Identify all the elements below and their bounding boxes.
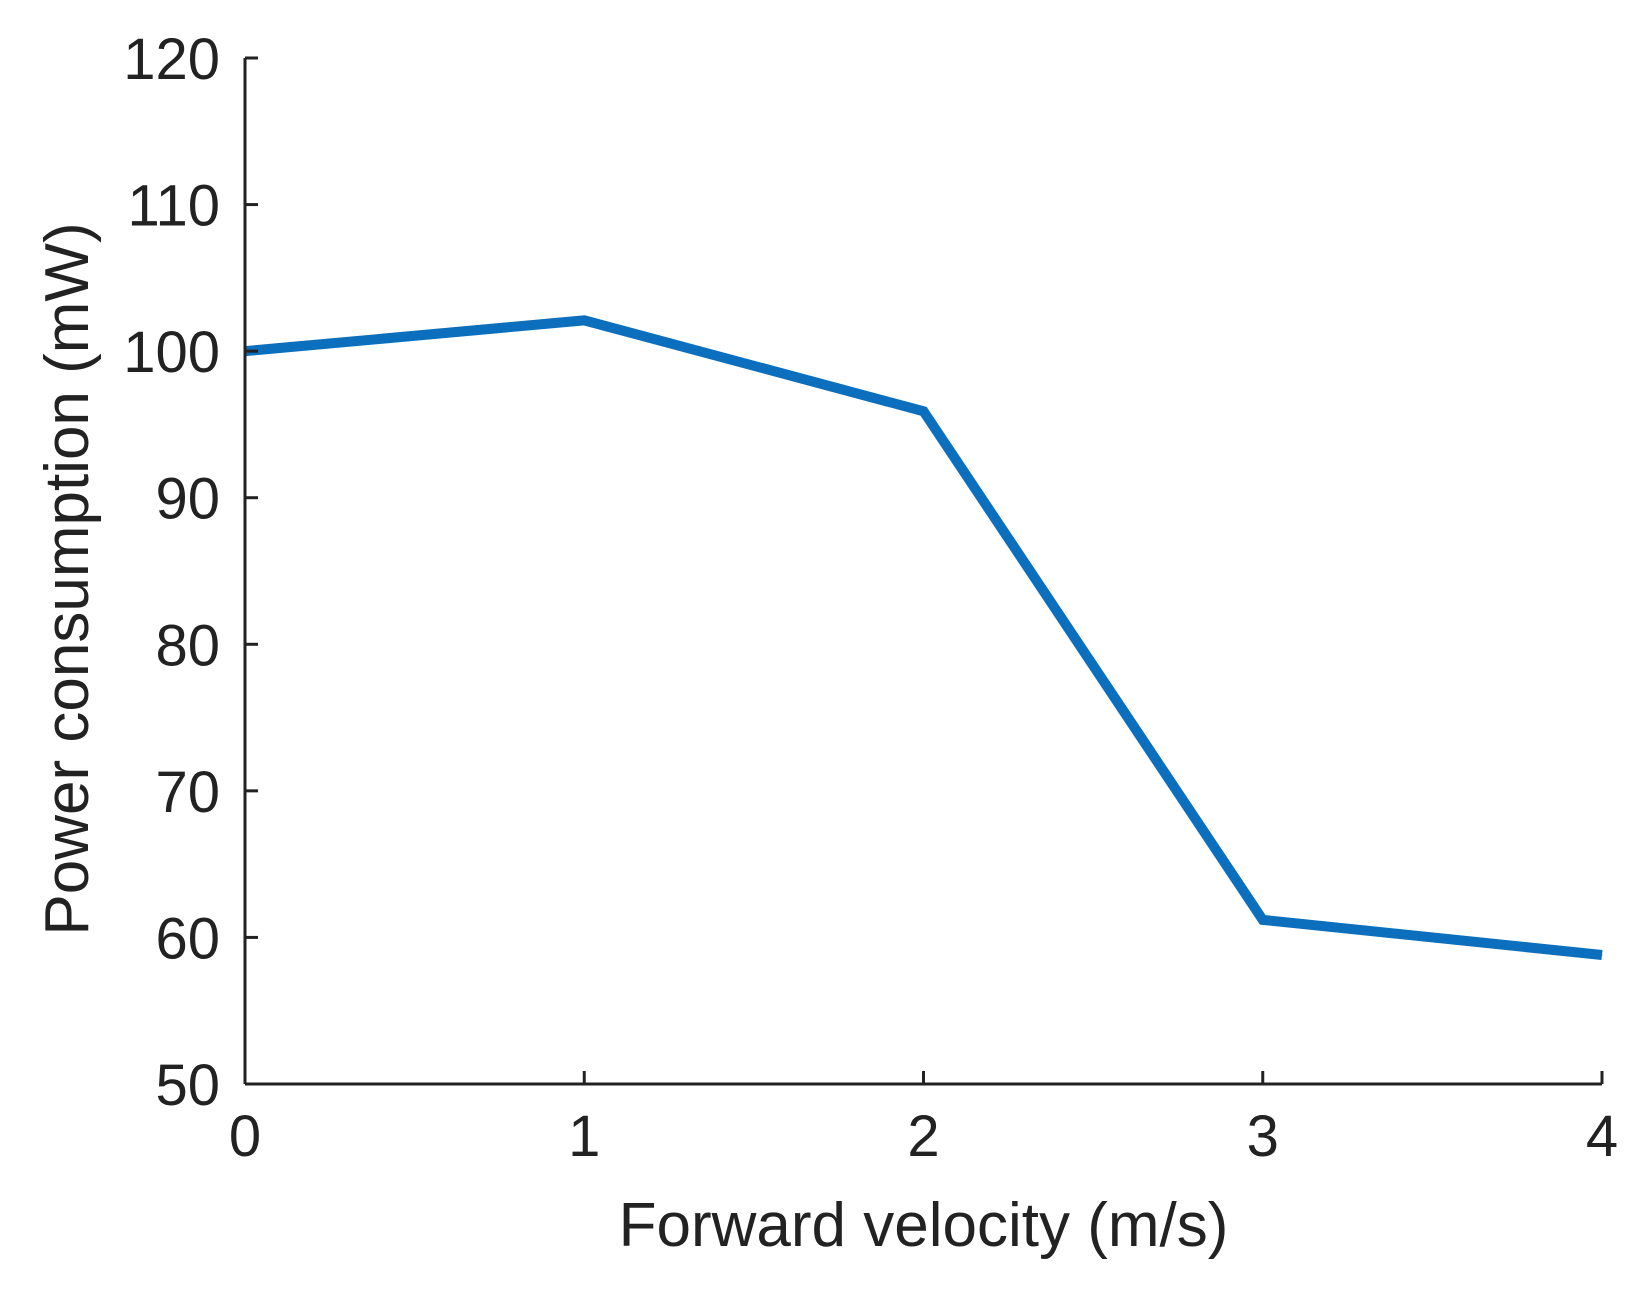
data-point bbox=[1262, 919, 1264, 921]
data-point bbox=[1601, 954, 1603, 956]
x-tick-label: 1 bbox=[568, 1104, 600, 1169]
data-point bbox=[923, 410, 924, 412]
y-tick-label: 70 bbox=[155, 760, 220, 825]
y-tick-label: 110 bbox=[128, 174, 220, 239]
y-axis-title: Power consumption (mW) bbox=[33, 222, 102, 935]
series-layer bbox=[244, 315, 1603, 960]
y-tick-label: 50 bbox=[155, 1053, 220, 1118]
y-tick-label: 90 bbox=[155, 467, 220, 532]
x-tick-label: 2 bbox=[907, 1104, 939, 1169]
x-tick-label: 0 bbox=[229, 1104, 261, 1169]
x-tick-label: 3 bbox=[1247, 1104, 1279, 1169]
data-point bbox=[583, 319, 585, 321]
y-tick-label: 80 bbox=[155, 613, 220, 678]
x-ticks: 0 1 2 3 4 bbox=[229, 1071, 1618, 1169]
y-tick-label: 100 bbox=[123, 320, 220, 385]
x-axis-title: Forward velocity (m/s) bbox=[619, 1191, 1229, 1260]
y-tick-label: 60 bbox=[155, 906, 220, 971]
y-ticks: 50 60 70 80 90 100 110 120 bbox=[123, 27, 258, 1118]
y-tick-label: 120 bbox=[123, 27, 220, 92]
x-tick-label: 4 bbox=[1586, 1104, 1618, 1169]
series-line bbox=[244, 315, 1603, 960]
